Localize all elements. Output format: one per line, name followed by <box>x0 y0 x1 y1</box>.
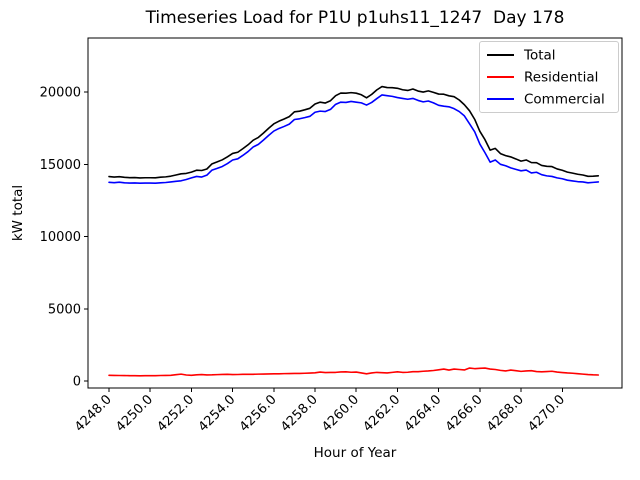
x-tick-label: 4264.0 <box>402 392 445 435</box>
x-tick-label: 4252.0 <box>154 392 197 435</box>
x-tick-label: 4258.0 <box>278 392 321 435</box>
y-tick-label: 5000 <box>48 302 81 317</box>
series-line-total <box>108 85 600 179</box>
x-tick-label: 4260.0 <box>319 392 362 435</box>
legend-label-commercial: Commercial <box>524 92 605 108</box>
y-tick-label: 15000 <box>40 158 81 173</box>
legend-label-total: Total <box>523 48 556 64</box>
x-tick-label: 4254.0 <box>196 392 239 435</box>
series-line-commercial <box>108 94 600 185</box>
y-axis-ticks: 0 5000 10000 15000 20000 <box>40 86 88 390</box>
x-tick-label: 4270.0 <box>525 392 568 435</box>
x-tick-label: 4256.0 <box>237 392 280 435</box>
series-line-residential <box>108 367 600 377</box>
y-tick-label: 20000 <box>40 86 81 101</box>
x-tick-label: 4266.0 <box>443 392 486 435</box>
x-tick-label: 4268.0 <box>484 392 527 435</box>
y-tick-label: 10000 <box>40 230 81 245</box>
plot-lines <box>108 85 600 377</box>
y-axis-label: kW total <box>10 185 26 241</box>
legend-box <box>479 41 619 113</box>
plot-area-border <box>87 37 623 389</box>
chart-title: Timeseries Load for P1U p1uhs11_1247 Day… <box>145 8 565 28</box>
legend-label-residential: Residential <box>524 70 598 86</box>
x-tick-label: 4250.0 <box>113 392 156 435</box>
x-axis-ticks: 4248.04250.04252.04254.04256.04258.04260… <box>72 388 568 435</box>
x-tick-label: 4248.0 <box>72 392 115 435</box>
legend: Total Residential Commercial <box>479 41 619 113</box>
x-axis-label: Hour of Year <box>314 445 397 461</box>
x-tick-label: 4262.0 <box>360 392 403 435</box>
y-tick-label: 0 <box>73 375 81 390</box>
